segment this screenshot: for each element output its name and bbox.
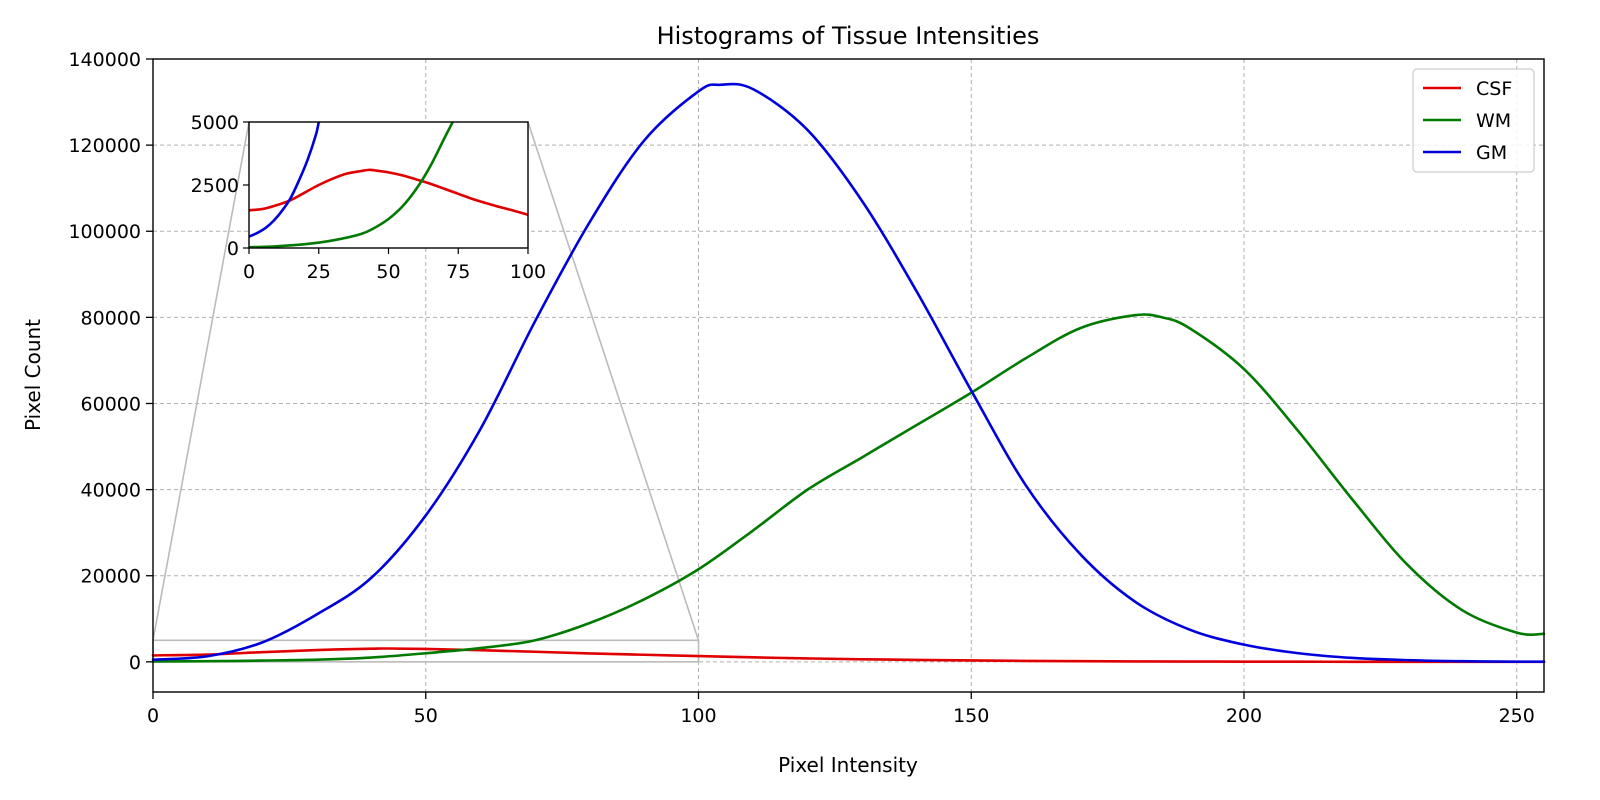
y-tick-label: 120000 (68, 135, 141, 157)
inset-x-tick-label: 75 (446, 261, 470, 283)
y-axis-label: Pixel Count (21, 319, 45, 431)
inset-x-tick-label: 100 (510, 261, 546, 283)
inset-x-tick-label: 0 (243, 261, 255, 283)
x-tick-label: 0 (147, 705, 159, 727)
inset-x-tick-label: 50 (376, 261, 400, 283)
y-tick-label: 0 (129, 652, 141, 674)
y-tick-label: 100000 (68, 221, 141, 243)
inset-background (249, 122, 528, 248)
x-tick-label: 150 (953, 705, 989, 727)
legend: CSF WM GM (1412, 68, 1535, 173)
series-line-wm (151, 313, 1546, 663)
y-tick-label: 60000 (81, 393, 141, 415)
y-tick-label: 140000 (68, 49, 141, 71)
y-tick-label: 80000 (81, 307, 141, 329)
axes: 0 50 100 150 200 2500200004000060000800001000… (68, 49, 1545, 727)
series-group (151, 82, 1546, 664)
inset-series-line-wm (249, 122, 454, 248)
x-tick-label: 100 (680, 705, 716, 727)
inset-y-tick-label: 5000 (191, 112, 239, 134)
inset-x-tick-label: 25 (307, 261, 331, 283)
legend-label-csf: CSF (1476, 78, 1512, 100)
y-tick-label: 40000 (81, 480, 141, 502)
legend-label-wm: WM (1476, 110, 1511, 132)
series-line-gm (151, 82, 1546, 664)
legend-label-gm: GM (1476, 142, 1507, 164)
series-line-csf (151, 647, 1546, 664)
zoom-connector-right (527, 121, 700, 641)
y-tick-label: 20000 (81, 566, 141, 588)
zoom-connector-left (152, 121, 250, 641)
inset-series-group (249, 122, 528, 248)
inset-plot: 0 25 50 75 100 0 2500 5000 (191, 112, 546, 283)
x-tick-label: 50 (414, 705, 438, 727)
legend-box (1412, 68, 1535, 173)
chart-title: Histograms of Tissue Intensities (657, 22, 1040, 50)
x-axis-label: Pixel Intensity (778, 753, 918, 777)
inset-series-line-gm (249, 122, 321, 238)
inset-y-tick-label: 2500 (191, 175, 239, 197)
inset-y-tick-label: 0 (227, 238, 239, 260)
inset-series-line-csf (249, 168, 528, 216)
x-tick-label: 250 (1499, 705, 1535, 727)
plot-frame (152, 58, 1545, 693)
x-tick-label: 200 (1226, 705, 1262, 727)
